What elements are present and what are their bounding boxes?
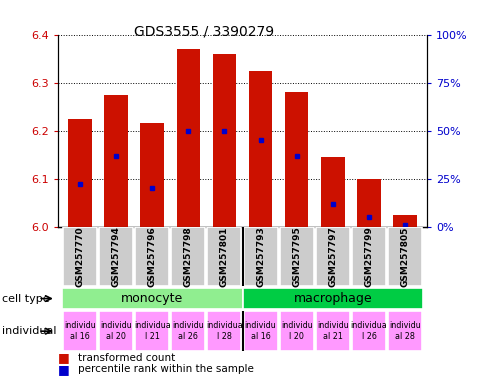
Text: monocyte: monocyte	[121, 292, 183, 305]
Bar	[243, 227, 277, 286]
Bar	[243, 311, 277, 351]
Bar	[63, 311, 97, 351]
Text: GDS3555 / 3390279: GDS3555 / 3390279	[134, 25, 273, 39]
Bar	[140, 123, 164, 227]
Bar	[176, 49, 199, 227]
Bar	[387, 227, 421, 286]
Bar	[104, 94, 127, 227]
Bar	[387, 311, 421, 351]
Bar	[207, 227, 241, 286]
Bar	[207, 311, 241, 351]
Bar	[279, 227, 313, 286]
Text: ■: ■	[58, 351, 70, 364]
Bar	[320, 157, 344, 227]
Text: GSM257793: GSM257793	[256, 226, 265, 287]
Text: individu
al 21: individu al 21	[317, 321, 348, 341]
Text: individu
l 20: individu l 20	[280, 321, 312, 341]
Bar	[393, 215, 416, 227]
Text: percentile rank within the sample: percentile rank within the sample	[77, 364, 253, 374]
Text: GSM257794: GSM257794	[111, 226, 120, 287]
Bar	[315, 227, 349, 286]
Bar	[63, 227, 97, 286]
Text: GSM257805: GSM257805	[400, 226, 409, 286]
Text: GSM257801: GSM257801	[219, 226, 228, 286]
Bar	[357, 179, 380, 227]
Bar	[171, 311, 205, 351]
Bar	[135, 311, 169, 351]
Text: GSM257799: GSM257799	[364, 226, 373, 287]
Text: individu
al 26: individu al 26	[172, 321, 204, 341]
Bar	[279, 311, 313, 351]
Bar	[212, 54, 236, 227]
Text: individu
al 28: individu al 28	[389, 321, 420, 341]
Bar	[285, 92, 308, 227]
Bar	[248, 71, 272, 227]
Text: individua
l 28: individua l 28	[206, 321, 242, 341]
Text: individu
al 16: individu al 16	[64, 321, 95, 341]
Text: individua
l 26: individua l 26	[350, 321, 387, 341]
Text: macrophage: macrophage	[293, 292, 371, 305]
Text: transformed count: transformed count	[77, 353, 175, 363]
Bar	[99, 227, 133, 286]
Bar	[315, 311, 349, 351]
Text: individua
l 21: individua l 21	[134, 321, 170, 341]
Text: individu
al 16: individu al 16	[244, 321, 276, 341]
Text: individual: individual	[2, 326, 57, 336]
Bar	[242, 288, 423, 309]
Text: GSM257770: GSM257770	[75, 226, 84, 286]
Text: GSM257798: GSM257798	[183, 226, 193, 287]
Text: cell type: cell type	[2, 293, 50, 304]
Text: GSM257797: GSM257797	[328, 226, 337, 287]
Bar	[171, 227, 205, 286]
Bar	[135, 227, 169, 286]
Bar	[99, 311, 133, 351]
Text: ■: ■	[58, 363, 70, 376]
Bar	[351, 227, 385, 286]
Text: GSM257796: GSM257796	[147, 226, 156, 287]
Text: individu
al 20: individu al 20	[100, 321, 132, 341]
Text: GSM257795: GSM257795	[291, 226, 301, 287]
Bar	[351, 311, 385, 351]
Bar	[68, 119, 91, 227]
Bar	[61, 288, 242, 309]
